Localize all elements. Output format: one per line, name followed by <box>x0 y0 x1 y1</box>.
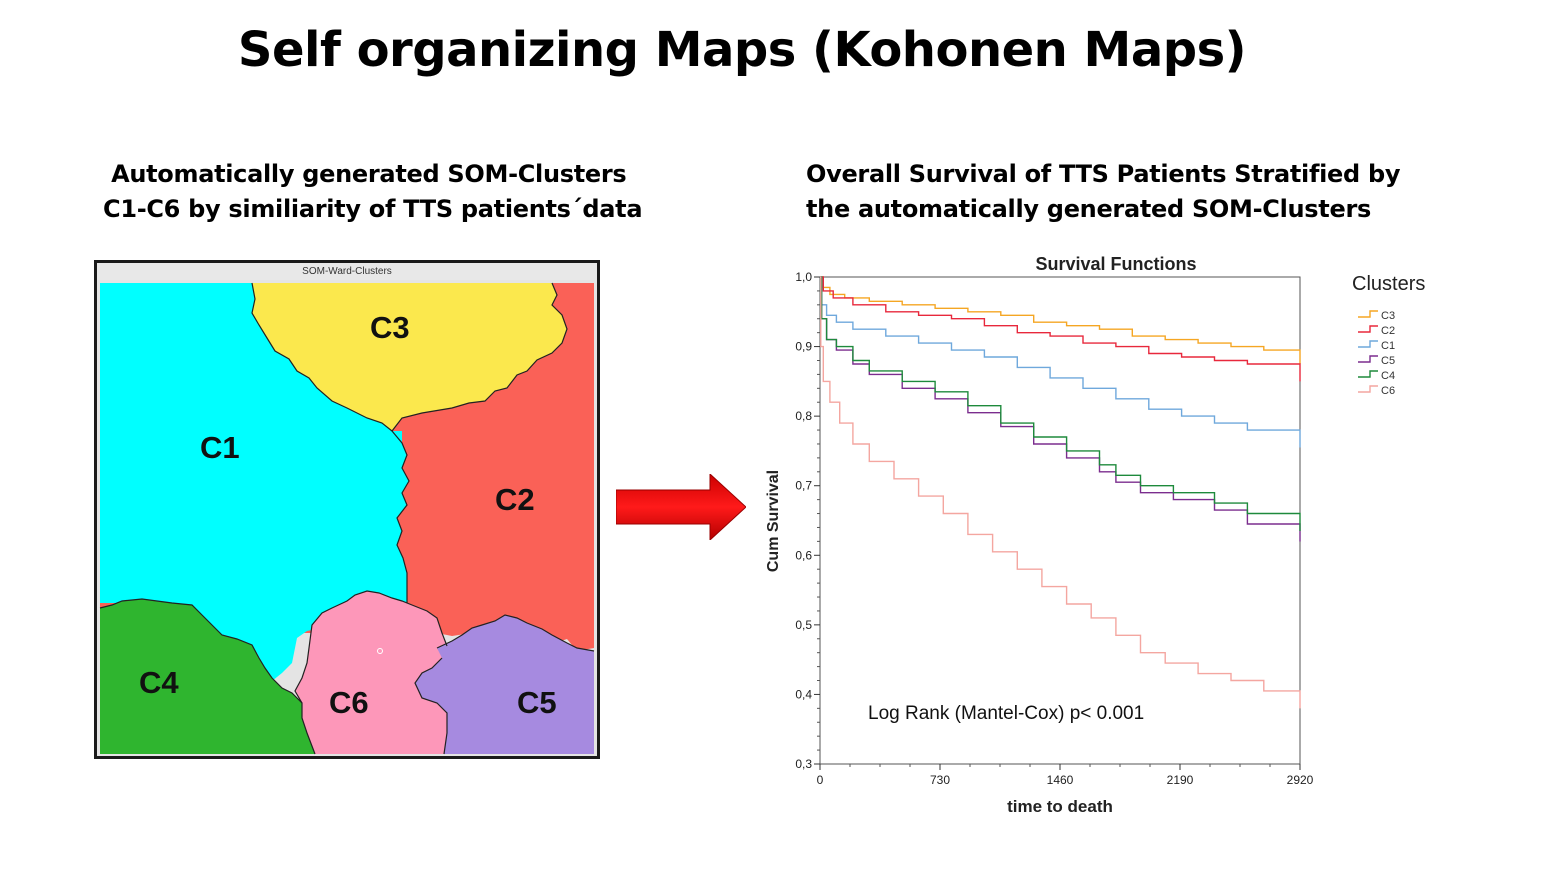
x-axis-label: time to death <box>1007 797 1113 816</box>
series-line-c1 <box>820 276 1301 448</box>
legend-item-c5: C5 <box>1381 355 1395 367</box>
x-tick-label: 1460 <box>1047 773 1074 787</box>
som-region-c5 <box>415 615 594 754</box>
series-group <box>820 276 1301 709</box>
som-region-c3 <box>252 283 567 431</box>
logrank-annotation: Log Rank (Mantel-Cox) p< 0.001 <box>868 703 1144 724</box>
y-tick-label: 0,5 <box>795 618 812 632</box>
y-tick-label: 0,7 <box>795 479 812 493</box>
som-region-c1 <box>100 283 409 681</box>
y-tick-label: 1,0 <box>795 270 812 284</box>
som-label-c2: C2 <box>495 482 535 517</box>
legend-item-c3: C3 <box>1381 310 1395 322</box>
page-title: Self organizing Maps (Kohonen Maps) <box>237 22 1247 78</box>
legend-swatch-c2 <box>1358 325 1378 333</box>
legend-swatch-c3 <box>1358 310 1378 318</box>
legend-title: Clusters <box>1352 273 1425 295</box>
x-tick-label: 2190 <box>1167 773 1194 787</box>
series-line-c6 <box>820 276 1301 709</box>
som-region-c6 <box>295 591 447 754</box>
som-label-c3: C3 <box>370 310 410 345</box>
legend-swatch-c4 <box>1358 370 1378 378</box>
series-line-c5 <box>820 276 1301 542</box>
som-map-window: C1 C2 C3 C4 C5 C6 SOM-Ward-Clusters <box>94 260 600 759</box>
series-line-c3 <box>820 276 1301 365</box>
x-tick-label: 730 <box>930 773 950 787</box>
legend-swatch-c1 <box>1358 340 1378 348</box>
y-tick-label: 0,4 <box>795 687 812 701</box>
right-subtitle: Overall Survival of TTS Patients Stratif… <box>806 160 1401 223</box>
legend-swatch-c6 <box>1358 385 1378 393</box>
series-line-c4 <box>820 276 1301 531</box>
som-window-title: SOM-Ward-Clusters <box>97 263 597 280</box>
y-tick-label: 0,9 <box>795 340 812 354</box>
legend-item-c4: C4 <box>1381 370 1395 382</box>
som-map: C1 C2 C3 C4 C5 C6 <box>99 280 595 755</box>
plot-area <box>819 276 1301 765</box>
right-arrow-icon <box>616 474 746 540</box>
series-line-c2 <box>820 276 1301 382</box>
x-tick-label: 2920 <box>1287 773 1314 787</box>
legend-swatch-c5 <box>1358 355 1378 363</box>
som-label-c4: C4 <box>139 665 179 700</box>
som-marker-dot <box>377 648 383 654</box>
som-region-c4 <box>100 599 315 754</box>
legend-item-c6: C6 <box>1381 385 1395 397</box>
som-label-c6: C6 <box>329 685 369 720</box>
x-tick-label: 0 <box>817 773 824 787</box>
survival-chart: Survival Functions 0,3 0,4 0,5 0,6 0,7 0,8 0,9… <box>765 254 1425 816</box>
chart-title: Survival Functions <box>1035 254 1196 274</box>
y-axis-label: Cum Survival <box>765 470 782 572</box>
y-axis: 0,3 0,4 0,5 0,6 0,7 0,8 0,9 1,0 <box>795 270 820 771</box>
legend-item-c2: C2 <box>1381 325 1395 337</box>
y-tick-label: 0,3 <box>795 757 812 771</box>
som-label-c5: C5 <box>517 685 557 720</box>
y-tick-label: 0,8 <box>795 409 812 423</box>
legend: C3 C2 C1 C5 C4 C6 <box>1358 310 1395 397</box>
legend-item-c1: C1 <box>1381 340 1395 352</box>
y-tick-label: 0,6 <box>795 548 812 562</box>
x-axis: 0 730 1460 2190 2920 <box>817 764 1314 787</box>
som-label-c1: C1 <box>200 430 240 465</box>
left-subtitle: Automatically generated SOM-Clusters C1-… <box>103 160 643 223</box>
